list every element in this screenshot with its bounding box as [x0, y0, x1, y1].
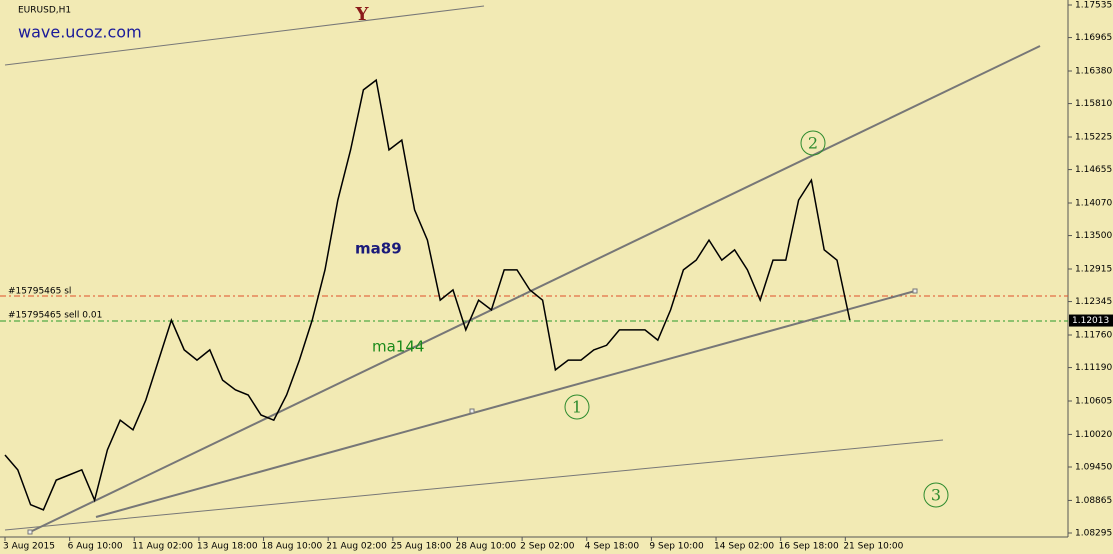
price-line [4, 78, 851, 511]
sl-label: #15795465 sl [8, 287, 71, 297]
wave-circle [923, 482, 949, 508]
y-tick-label: 1.14655 [1075, 165, 1112, 175]
x-tick-label: 2 Sep 02:00 [520, 542, 575, 552]
y-tick-label: 1.16965 [1075, 33, 1112, 43]
x-tick-label: 11 Aug 02:00 [132, 542, 193, 552]
x-tick-label: 21 Aug 02:00 [326, 542, 387, 552]
x-tick-label: 28 Aug 10:00 [455, 542, 516, 552]
y-tick-label: 1.12915 [1075, 265, 1112, 275]
trend-line [95, 290, 916, 518]
anchor [912, 288, 918, 294]
y-tick-label: 1.14070 [1075, 199, 1112, 209]
trend-line [4, 439, 944, 531]
wave-label: 3 [931, 486, 941, 505]
x-tick-label: 18 Aug 10:00 [262, 542, 323, 552]
x-tick-label: 9 Sep 10:00 [649, 542, 704, 552]
y-tick-label: 1.10605 [1075, 397, 1112, 407]
trend-line [29, 45, 1041, 533]
wave-label: 1 [572, 398, 582, 417]
x-tick-label: 13 Aug 18:00 [197, 542, 258, 552]
anchor [27, 529, 33, 535]
y-tick-label: 1.15225 [1075, 133, 1112, 143]
ma89-label: ma89 [355, 240, 402, 258]
watermark: wave.ucoz.com [18, 23, 142, 42]
chart-title: EURUSD,H1 [18, 6, 71, 16]
y-tick-label: 1.12345 [1075, 297, 1112, 307]
last-price-label: 1.12013 [1072, 316, 1109, 326]
wave-marks: 1 2 3 [564, 130, 949, 508]
x-tick-label: 4 Sep 18:00 [585, 542, 640, 552]
trend-line [4, 5, 485, 66]
y-tick-label: 1.17535 [1075, 1, 1112, 11]
trend-lines [4, 5, 1041, 535]
x-tick-label: 6 Aug 10:00 [68, 542, 123, 552]
x-tick-label: 3 Aug 2015 [3, 542, 55, 552]
y-tick-label: 1.13500 [1075, 231, 1112, 241]
x-tick-label: 16 Sep 18:00 [779, 542, 839, 552]
y-tick-label: 1.11760 [1075, 331, 1112, 341]
anchor [469, 408, 475, 414]
y-tick-label: 1.15810 [1075, 99, 1112, 109]
y-tick-label: 1.11190 [1075, 363, 1112, 373]
y-tick-label: 1.08295 [1075, 529, 1112, 539]
x-tick-label: 21 Sep 10:00 [843, 542, 903, 552]
y-tick-label: 1.10020 [1075, 430, 1112, 440]
last-price-box [1069, 314, 1113, 327]
wave-circle [800, 130, 826, 156]
y-tick-label: 1.16380 [1075, 67, 1112, 77]
wave-circle [564, 394, 590, 420]
y-tick-label: 1.08865 [1075, 496, 1112, 506]
y-tick-label: 1.09450 [1075, 463, 1112, 473]
wave-label: 2 [808, 134, 818, 153]
ma144-label: ma144 [372, 338, 424, 356]
peak-label: Y [355, 4, 370, 25]
order-label: #15795465 sell 0.01 [8, 311, 102, 321]
x-tick-label: 14 Sep 02:00 [714, 542, 774, 552]
x-tick-label: 25 Aug 18:00 [391, 542, 452, 552]
